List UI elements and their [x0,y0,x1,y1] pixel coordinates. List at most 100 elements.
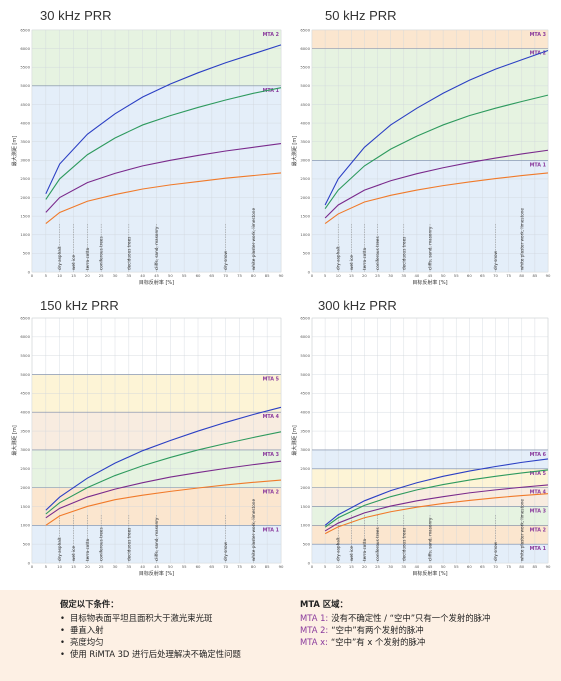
range-curve [324,458,549,526]
surface-label: cliffs, sand, masonry [428,226,433,270]
x-tick-label: 15 [71,273,76,278]
y-tick-label: 1000 [20,232,30,237]
x-tick-label: 55 [454,564,459,569]
x-tick-label: 5 [324,564,327,569]
y-tick-label: 5000 [300,372,310,377]
x-tick-label: 35 [126,273,131,278]
x-tick-label: 60 [196,564,201,569]
surface-label: dry asphalt [57,246,62,270]
y-tick-label: 2500 [20,466,30,471]
surface-label: white plaster work, limestone [519,499,524,561]
y-tick-label: 3500 [20,428,30,433]
assumptions-title: 假定以下条件： [60,599,119,609]
surface-label: white plaster work, limestone [251,499,256,561]
x-tick-label: 80 [251,564,256,569]
y-tick-label: 3000 [20,447,30,452]
x-tick-label: 85 [532,273,537,278]
y-tick-label: 4500 [20,102,30,107]
x-tick-label: 20 [362,564,367,569]
y-tick-label: 5000 [20,372,30,377]
y-tick-label: 2500 [20,176,30,181]
y-tick-label: 4000 [300,410,310,415]
x-tick-label: 70 [493,564,498,569]
mta-zone-legend: MTA 区域： MTA 1: 没有不确定性 / “空中”只有一个发射的脉冲 MTA… [300,598,550,648]
x-tick-label: 45 [428,273,433,278]
x-tick-label: 70 [223,273,228,278]
y-tick-label: 1000 [20,523,30,528]
x-tick-label: 50 [168,273,173,278]
y-tick-label: 3000 [20,158,30,163]
assumption-item: 目标物表面平坦且面积大于激光束光斑 [60,612,290,624]
x-tick-label: 15 [71,564,76,569]
range-curve [324,469,549,528]
mta-legend-row: MTA 2: “空中”有两个发射的脉冲 [300,624,550,636]
x-tick-label: 15 [349,273,354,278]
y-tick-label: 3000 [300,447,310,452]
surface-label: deciduous trees [126,237,131,270]
y-tick-label: 5000 [300,83,310,88]
surface-label: dry asphalt [336,246,341,270]
x-axis-title: 目标反射率 [%] [412,279,447,286]
x-tick-label: 85 [265,564,270,569]
mta-legend-title: MTA 区域： [300,599,348,609]
x-tick-label: 50 [168,564,173,569]
x-tick-label: 35 [401,564,406,569]
y-tick-label: 4000 [300,120,310,125]
x-tick-label: 40 [140,273,145,278]
mta-zone-label: MTA 6 [530,452,547,458]
x-tick-label: 90 [279,273,284,278]
x-tick-label: 75 [237,564,242,569]
mta-code: MTA 1: [300,613,329,623]
x-tick-label: 0 [31,564,34,569]
x-tick-label: 0 [311,564,314,569]
x-tick-label: 40 [414,564,419,569]
x-tick-label: 55 [454,273,459,278]
x-tick-label: 55 [182,564,187,569]
x-tick-label: 25 [99,564,104,569]
y-tick-label: 6000 [300,334,310,339]
surface-label: dry asphalt [57,537,62,561]
mta-zone-label: MTA 4 [263,414,280,420]
mta-zone-label: MTA 3 [263,452,279,458]
x-tick-label: 60 [196,273,201,278]
x-tick-label: 25 [375,273,380,278]
y-tick-label: 3000 [300,158,310,163]
assumption-item: 使用 RiMTA 3D 进行后处理解决不确定性问题 [60,648,290,660]
y-tick-label: 5000 [20,83,30,88]
y-tick-label: 4500 [300,391,310,396]
x-tick-label: 90 [279,564,284,569]
mta-code: MTA 2: [300,625,329,635]
mta-zone-label: MTA 1 [530,546,546,552]
x-tick-label: 85 [532,564,537,569]
y-tick-label: 3500 [300,139,310,144]
y-tick-label: 6000 [300,46,310,51]
y-tick-label: 2000 [20,195,30,200]
y-tick-label: 4500 [300,102,310,107]
x-tick-label: 75 [506,273,511,278]
x-tick-label: 15 [349,564,354,569]
y-tick-label: 1500 [20,504,30,509]
surface-label: wet ice [349,255,354,270]
x-axis-title: 目标反射率 [%] [139,570,174,577]
x-tick-label: 5 [324,273,327,278]
surface-label: wet ice [71,546,76,561]
x-tick-label: 45 [154,273,159,278]
mta-zone-label: MTA 2 [530,527,546,533]
surface-label: wet ice [349,546,354,561]
surface-label: dry snow [493,541,498,561]
mta-legend-row: MTA 1: 没有不确定性 / “空中”只有一个发射的脉冲 [300,612,550,624]
y-tick-label: 3500 [300,428,310,433]
y-tick-label: 1500 [300,504,310,509]
x-tick-label: 30 [388,273,393,278]
mta-legend-row: MTA x: “空中”有 x 个发射的脉冲 [300,636,550,648]
mta-desc: “空中”有 x 个发射的脉冲 [330,637,426,647]
x-tick-label: 20 [362,273,367,278]
y-tick-label: 6500 [300,27,310,32]
x-tick-label: 10 [336,564,341,569]
x-tick-label: 65 [209,564,214,569]
surface-label: white plaster work, limestone [519,208,524,270]
surface-label: terra cotta [85,247,90,270]
surface-label: cliffs, sand, masonry [428,517,433,561]
y-axis-title: 最大测距 [m] [11,425,18,455]
x-tick-label: 45 [154,564,159,569]
